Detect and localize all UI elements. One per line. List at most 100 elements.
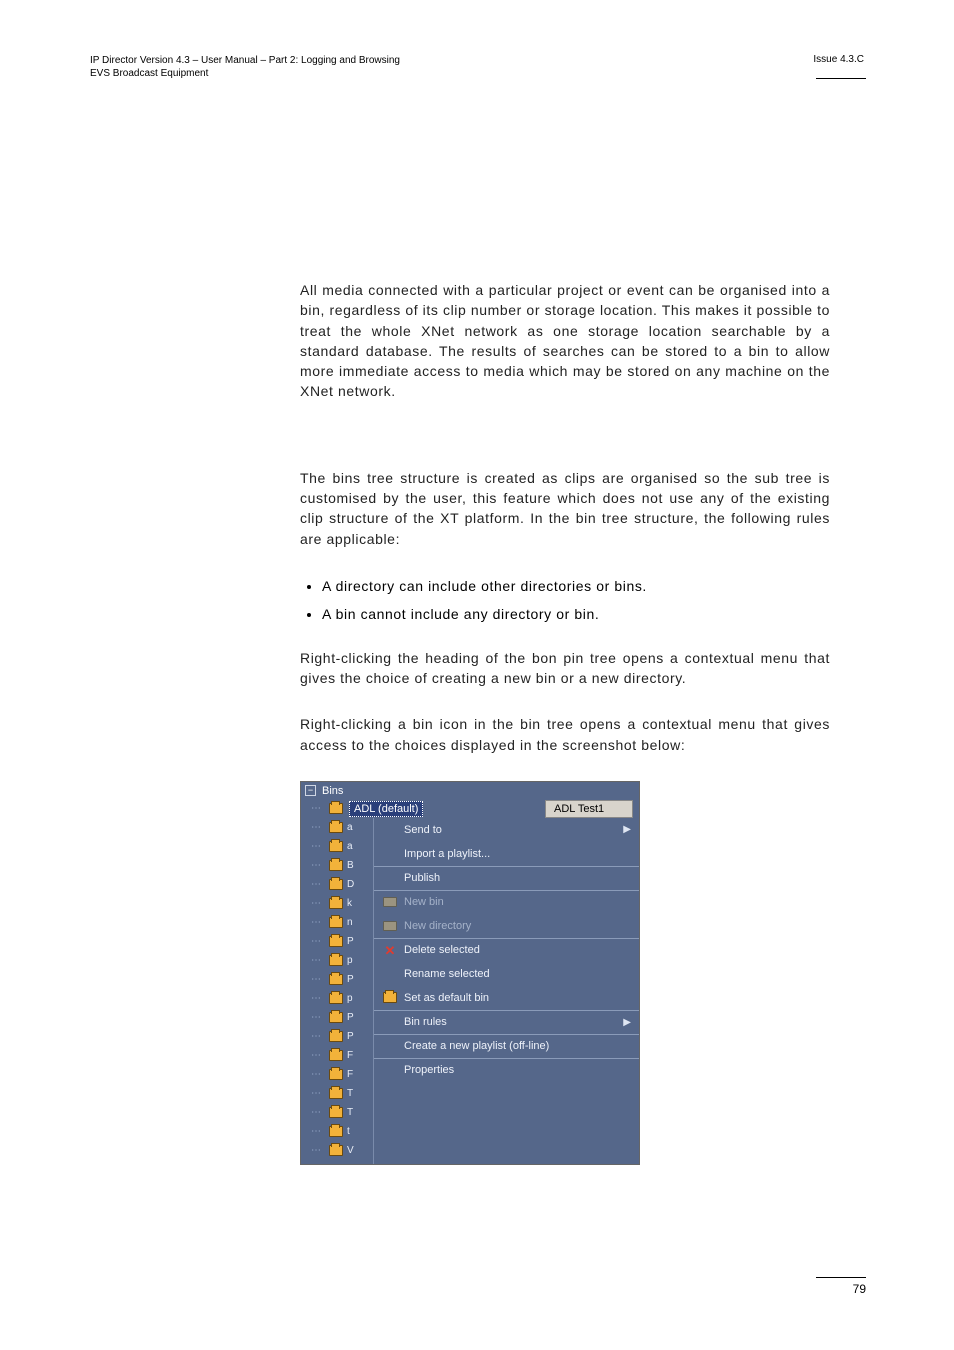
tree-connector-icon: ⋯ xyxy=(311,936,329,947)
menu-item[interactable]: Create a new playlist (off-line) xyxy=(374,1034,639,1058)
menu-icon xyxy=(380,897,400,907)
bullet-1: A directory can include other directorie… xyxy=(322,575,830,597)
bins-label: Bins xyxy=(322,785,343,797)
tree-item[interactable]: ⋯V xyxy=(301,1141,373,1160)
menu-item[interactable]: Set as default bin xyxy=(374,986,639,1010)
tree-item[interactable]: ⋯F xyxy=(301,1065,373,1084)
header-rule xyxy=(816,78,866,79)
tree-item-label: a xyxy=(347,822,355,833)
context-menu: Send to▶ Import a playlist... Publish New b… xyxy=(373,818,639,1164)
page-header: IP Director Version 4.3 – User Manual – … xyxy=(90,54,864,80)
tree-item[interactable]: ⋯D xyxy=(301,875,373,894)
tree-item-label: T xyxy=(347,1107,355,1118)
page-number: 79 xyxy=(853,1282,866,1296)
bin-icon xyxy=(329,1012,343,1023)
menu-item[interactable]: ✕Delete selected xyxy=(374,938,639,962)
tree-connector-icon: ⋯ xyxy=(311,1050,329,1061)
tree-item[interactable]: ⋯p xyxy=(301,989,373,1008)
bin-icon xyxy=(329,974,343,985)
selected-bin-label: ADL (default) xyxy=(349,801,423,817)
tree-item-label: P xyxy=(347,1031,355,1042)
menu-icon: ✕ xyxy=(380,944,400,957)
submenu-arrow-icon: ▶ xyxy=(623,1017,631,1028)
tree-item[interactable]: ⋯P xyxy=(301,970,373,989)
bullet-list: A directory can include other directorie… xyxy=(322,575,830,626)
tree-item[interactable]: ⋯P xyxy=(301,1008,373,1027)
page-footer: 79 xyxy=(816,1277,866,1296)
tree-item[interactable]: ⋯a xyxy=(301,837,373,856)
screenshot-panel: − Bins ⋯ ADL (default) ADL Test1 ⋯a⋯a⋯B⋯… xyxy=(300,781,640,1165)
tree-connector-icon: ⋯ xyxy=(311,974,329,985)
tree-connector-icon: ⋯ xyxy=(311,1145,329,1156)
menu-item-label: Publish xyxy=(404,872,639,884)
bullet-2: A bin cannot include any directory or bi… xyxy=(322,603,830,625)
menu-item-label: New directory xyxy=(404,920,639,932)
tree-item[interactable]: ⋯T xyxy=(301,1084,373,1103)
bin-icon xyxy=(329,860,343,871)
footer-rule xyxy=(816,1277,866,1278)
bin-icon xyxy=(329,917,343,928)
bin-icon xyxy=(329,1145,343,1156)
tab-adl-test1[interactable]: ADL Test1 xyxy=(545,800,633,818)
menu-item: New directory xyxy=(374,914,639,938)
bin-icon xyxy=(329,1107,343,1118)
bin-icon xyxy=(383,992,397,1003)
bin-icon xyxy=(329,993,343,1004)
tree-connector-icon: ⋯ xyxy=(311,993,329,1004)
tree-item[interactable]: ⋯F xyxy=(301,1046,373,1065)
menu-item-label: Rename selected xyxy=(404,968,639,980)
tree-item[interactable]: ⋯n xyxy=(301,913,373,932)
tree-item[interactable]: ⋯P xyxy=(301,932,373,951)
tree-item-label: P xyxy=(347,936,355,947)
header-line2: EVS Broadcast Equipment xyxy=(90,67,400,80)
submenu-arrow-icon: ▶ xyxy=(623,824,631,835)
tree-item-label: n xyxy=(347,917,355,928)
header-right: Issue 4.3.C xyxy=(813,54,864,65)
bins-tree[interactable]: ⋯a⋯a⋯B⋯D⋯k⋯n⋯P⋯p⋯P⋯p⋯P⋯P⋯F⋯F⋯T⋯T⋯t⋯V xyxy=(301,818,373,1164)
tree-item[interactable]: ⋯t xyxy=(301,1122,373,1141)
tree-item[interactable]: ⋯P xyxy=(301,1027,373,1046)
tree-connector-icon: ⋯ xyxy=(311,860,329,871)
tree-item-label: k xyxy=(347,898,355,909)
tree-item-label: T xyxy=(347,1088,355,1099)
tree-item[interactable]: ⋯p xyxy=(301,951,373,970)
tree-connector-icon: ⋯ xyxy=(311,822,329,833)
collapse-icon[interactable]: − xyxy=(305,785,316,796)
tree-item-label: p xyxy=(347,993,355,1004)
folder-icon xyxy=(383,897,397,907)
bin-icon xyxy=(329,822,343,833)
delete-icon: ✕ xyxy=(385,944,396,957)
menu-item[interactable]: Bin rules▶ xyxy=(374,1010,639,1034)
tree-item[interactable]: ⋯a xyxy=(301,818,373,837)
menu-item-label: New bin xyxy=(404,896,639,908)
menu-item[interactable]: Import a playlist... xyxy=(374,842,639,866)
menu-item-label: Import a playlist... xyxy=(404,848,639,860)
menu-item[interactable]: Publish xyxy=(374,866,639,890)
bins-tree-header[interactable]: − Bins xyxy=(301,782,639,800)
tree-connector-icon: ⋯ xyxy=(311,803,329,814)
tree-connector-icon: ⋯ xyxy=(311,898,329,909)
bin-icon xyxy=(329,936,343,947)
tree-item-label: p xyxy=(347,955,355,966)
tree-connector-icon: ⋯ xyxy=(311,1012,329,1023)
tree-item[interactable]: ⋯k xyxy=(301,894,373,913)
menu-icon xyxy=(380,992,400,1003)
tab-label: ADL Test1 xyxy=(554,803,604,815)
bin-icon xyxy=(329,1031,343,1042)
tree-item-label: V xyxy=(347,1145,355,1156)
bin-icon xyxy=(329,898,343,909)
menu-item[interactable]: Send to▶ xyxy=(374,818,639,842)
menu-item[interactable]: Properties xyxy=(374,1058,639,1082)
menu-item[interactable]: Rename selected xyxy=(374,962,639,986)
paragraph-3: Right-clicking the heading of the bon pi… xyxy=(300,648,830,689)
tree-item[interactable]: ⋯T xyxy=(301,1103,373,1122)
menu-item: New bin xyxy=(374,890,639,914)
bin-icon xyxy=(329,803,343,814)
tree-connector-icon: ⋯ xyxy=(311,1069,329,1080)
tree-item-label: P xyxy=(347,1012,355,1023)
paragraph-1: All media connected with a particular pr… xyxy=(300,280,830,402)
tree-connector-icon: ⋯ xyxy=(311,1126,329,1137)
tree-item-label: F xyxy=(347,1069,355,1080)
tree-item[interactable]: ⋯B xyxy=(301,856,373,875)
paragraph-4: Right-clicking a bin icon in the bin tre… xyxy=(300,714,830,755)
